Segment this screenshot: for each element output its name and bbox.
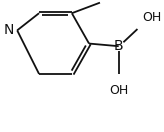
Text: OH: OH bbox=[109, 84, 128, 97]
Text: B: B bbox=[114, 39, 123, 53]
Text: N: N bbox=[4, 23, 14, 37]
Text: OH: OH bbox=[142, 11, 161, 24]
